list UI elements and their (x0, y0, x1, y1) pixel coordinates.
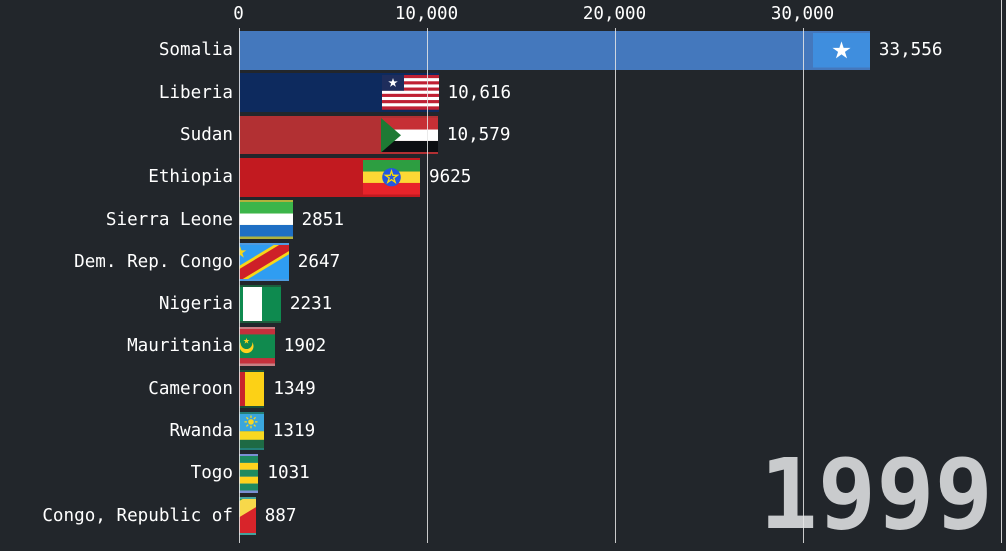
axis-tick-label: 20,000 (582, 4, 647, 24)
bar-row: Rwanda 1319 (0, 411, 1006, 451)
country-label: Sudan (180, 124, 233, 145)
gridline (614, 28, 616, 543)
country-label: Liberia (158, 82, 233, 103)
country-label: Rwanda (169, 421, 233, 442)
axis-tick-label: 30,000 (770, 4, 835, 24)
bar (239, 73, 439, 112)
axis-tick-label: 0 (233, 4, 244, 24)
flag-liberia-icon (381, 75, 439, 110)
bar-row: Mauritania 1902 (0, 327, 1006, 366)
gridline (426, 28, 428, 543)
bar-row: Ethiopia 9625 (0, 158, 1006, 197)
gridline (802, 28, 804, 543)
value-label: 10,616 (447, 82, 512, 103)
flag-sierra-leone-icon (239, 202, 293, 237)
value-label: 33,556 (878, 40, 943, 61)
bar-row: Sudan 10,579 (0, 115, 1006, 155)
bar-row: Cameroon 1349 (0, 369, 1006, 409)
bar (239, 454, 259, 493)
country-label: Mauritania (127, 336, 233, 357)
gridline (238, 28, 240, 543)
bar (239, 411, 264, 451)
flag-ethiopia-icon (363, 160, 420, 195)
value-label: 2231 (289, 294, 333, 315)
country-label: Sierra Leone (105, 209, 233, 230)
bar-row: Liberia 10,616 (0, 73, 1006, 112)
value-label: 1349 (273, 378, 316, 399)
bar (239, 369, 265, 409)
value-label: 2647 (297, 251, 341, 272)
country-label: Nigeria (158, 294, 233, 315)
year-label: 1999 (759, 438, 993, 551)
flag-rwanda-icon (239, 413, 264, 449)
flag-congo-republic-icon (239, 498, 256, 533)
country-label: Togo (190, 463, 233, 484)
value-label: 2851 (301, 209, 344, 230)
bar-row: Dem. Rep. Congo 2647 (0, 242, 1006, 282)
country-label: Dem. Rep. Congo (74, 251, 233, 272)
bar (239, 115, 438, 155)
axis-tick-label: 10,000 (394, 4, 459, 24)
bar-row: Togo 1031 (0, 454, 1006, 493)
plot-right-border (1001, 0, 1002, 543)
country-label: Congo, Republic of (42, 505, 233, 526)
flag-somalia-icon (812, 33, 870, 68)
country-label: Ethiopia (148, 167, 233, 188)
flag-cameroon-icon (239, 371, 265, 407)
flag-nigeria-icon (239, 286, 281, 322)
country-label: Somalia (158, 40, 233, 61)
value-label: 1031 (267, 463, 310, 484)
value-label: 10,579 (446, 124, 511, 145)
bar (239, 284, 281, 324)
bar (239, 158, 420, 197)
country-label: Cameroon (148, 378, 233, 399)
bar-row: Somalia 33,556 (0, 31, 1006, 70)
bar-row: Congo, Republic of 887 (0, 496, 1006, 536)
value-label: 887 (264, 505, 297, 526)
bar (239, 242, 289, 282)
bar (239, 327, 275, 366)
value-label: 9625 (429, 167, 472, 188)
flag-mauritania-icon (239, 329, 275, 364)
flag-sudan-icon (380, 117, 438, 153)
bar-row: Nigeria 2231 (0, 284, 1006, 324)
value-label: 1319 (272, 421, 316, 442)
flag-dr-congo-icon (239, 244, 289, 280)
bar (239, 200, 293, 239)
value-label: 1902 (283, 336, 327, 357)
bar-row: Sierra Leone 2851 (0, 200, 1006, 239)
bar (239, 496, 256, 536)
flag-togo-icon (239, 456, 259, 491)
bar (239, 31, 870, 70)
